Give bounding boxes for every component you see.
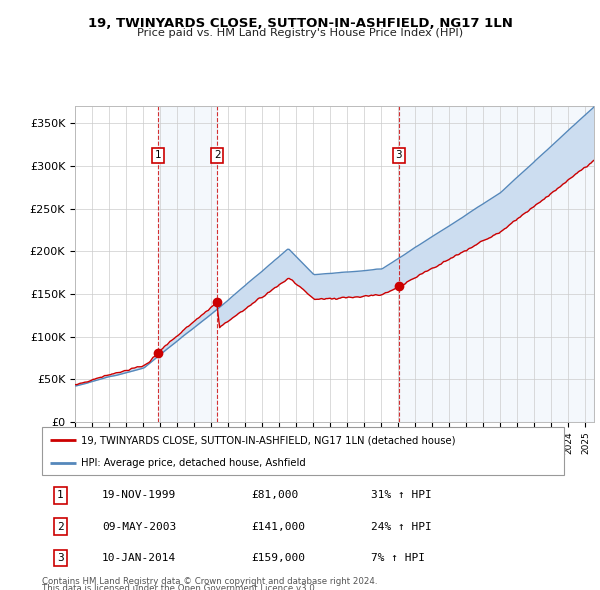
Text: 2: 2 bbox=[214, 150, 220, 160]
Bar bbox=[158, 106, 217, 422]
Text: £81,000: £81,000 bbox=[251, 490, 298, 500]
Bar bbox=[399, 106, 594, 422]
Text: Contains HM Land Registry data © Crown copyright and database right 2024.: Contains HM Land Registry data © Crown c… bbox=[42, 577, 377, 586]
Text: This data is licensed under the Open Government Licence v3.0.: This data is licensed under the Open Gov… bbox=[42, 584, 317, 590]
Text: 09-MAY-2003: 09-MAY-2003 bbox=[102, 522, 176, 532]
Text: 19, TWINYARDS CLOSE, SUTTON-IN-ASHFIELD, NG17 1LN (detached house): 19, TWINYARDS CLOSE, SUTTON-IN-ASHFIELD,… bbox=[81, 435, 455, 445]
Text: 24% ↑ HPI: 24% ↑ HPI bbox=[371, 522, 431, 532]
Text: 3: 3 bbox=[57, 553, 64, 563]
Text: £159,000: £159,000 bbox=[251, 553, 305, 563]
Text: 2: 2 bbox=[57, 522, 64, 532]
Text: 1: 1 bbox=[57, 490, 64, 500]
Text: 7% ↑ HPI: 7% ↑ HPI bbox=[371, 553, 425, 563]
Text: 10-JAN-2014: 10-JAN-2014 bbox=[102, 553, 176, 563]
Text: £141,000: £141,000 bbox=[251, 522, 305, 532]
Text: 19-NOV-1999: 19-NOV-1999 bbox=[102, 490, 176, 500]
Text: 31% ↑ HPI: 31% ↑ HPI bbox=[371, 490, 431, 500]
Text: HPI: Average price, detached house, Ashfield: HPI: Average price, detached house, Ashf… bbox=[81, 458, 306, 468]
Text: 19, TWINYARDS CLOSE, SUTTON-IN-ASHFIELD, NG17 1LN: 19, TWINYARDS CLOSE, SUTTON-IN-ASHFIELD,… bbox=[88, 17, 512, 30]
Text: Price paid vs. HM Land Registry's House Price Index (HPI): Price paid vs. HM Land Registry's House … bbox=[137, 28, 463, 38]
Text: 1: 1 bbox=[155, 150, 161, 160]
Text: 3: 3 bbox=[395, 150, 402, 160]
FancyBboxPatch shape bbox=[42, 427, 564, 475]
